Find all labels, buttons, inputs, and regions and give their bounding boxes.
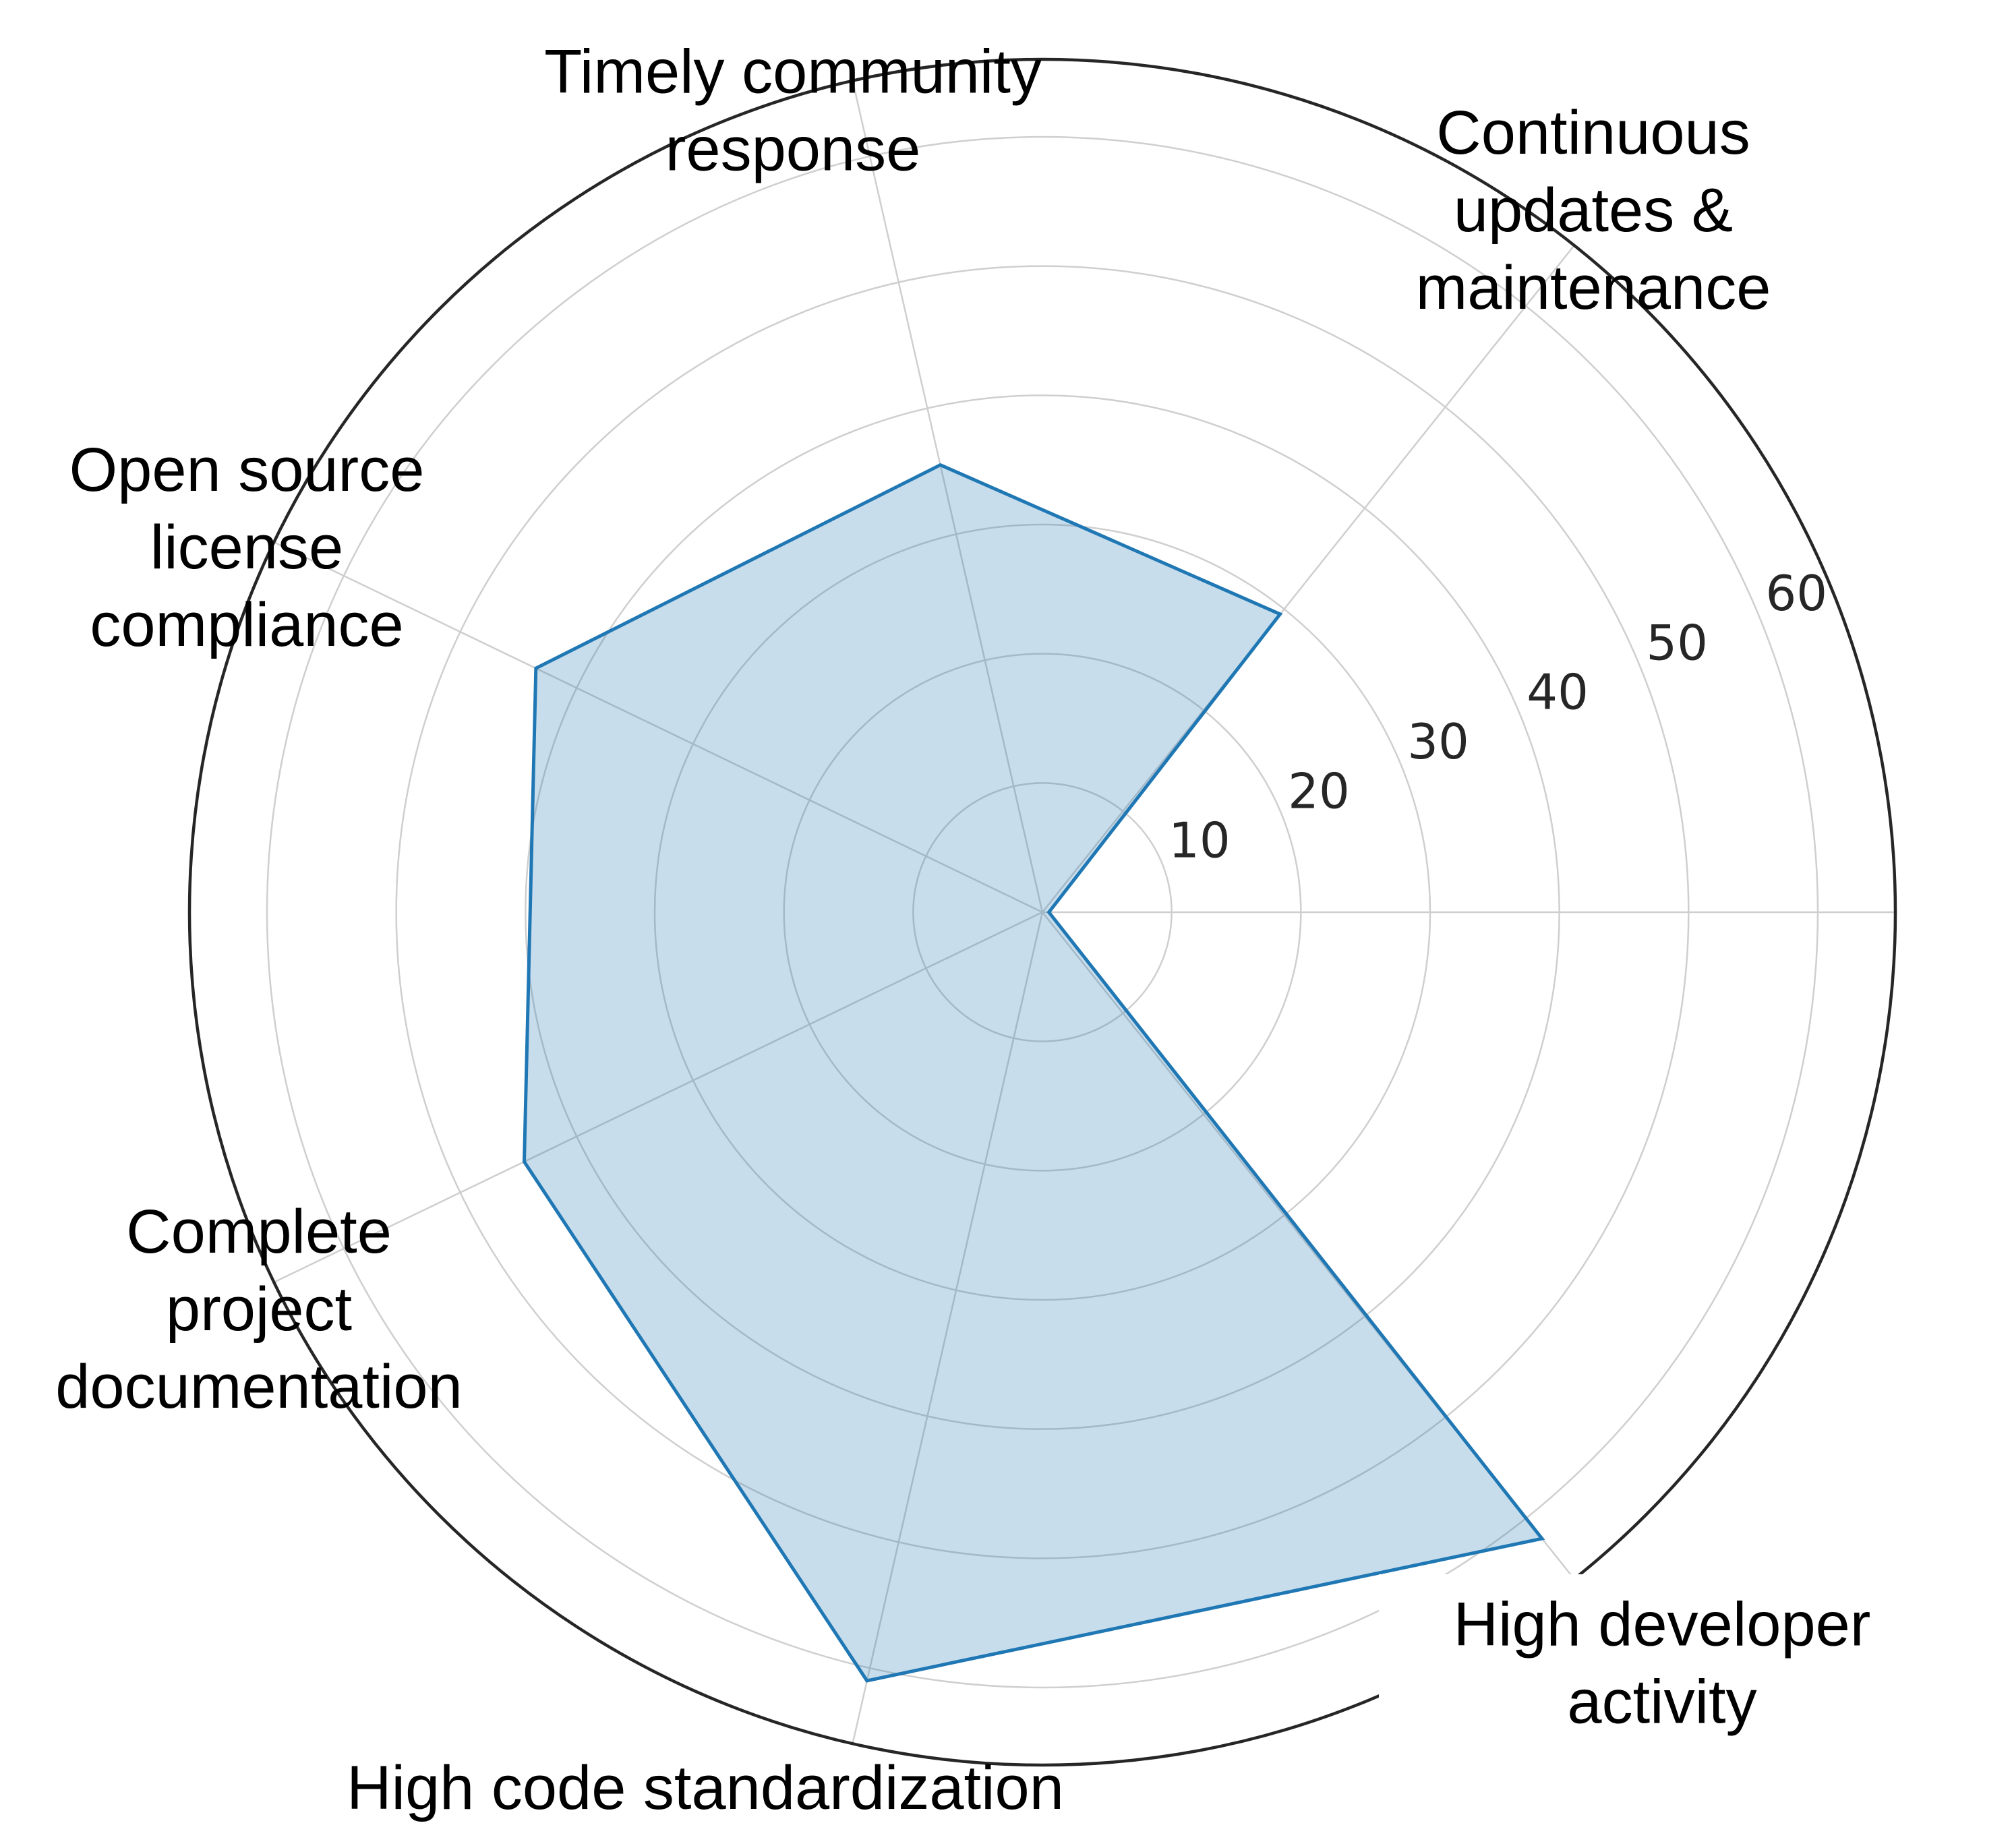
- radial-tick-label: 10: [1168, 812, 1231, 869]
- category-label-line: Timely community: [544, 38, 1042, 107]
- category-label: Timely community response: [544, 38, 1042, 184]
- category-label: Complete project documentation: [55, 1197, 463, 1421]
- category-label-line: maintenance: [1416, 254, 1771, 322]
- category-label: High code standardization: [347, 1754, 1064, 1822]
- category-label-line: Continuous: [1436, 98, 1750, 167]
- series-area: [525, 465, 1542, 1681]
- category-label-line: response: [665, 115, 920, 184]
- category-label-line: license: [150, 513, 343, 582]
- radial-tick-label: 50: [1646, 614, 1708, 671]
- category-label-line: High code standardization: [347, 1754, 1064, 1822]
- category-label-line: compliance: [90, 591, 403, 659]
- radial-tick-label: 20: [1288, 763, 1350, 819]
- category-label-line: Open source: [69, 436, 425, 504]
- category-label-line: project: [166, 1275, 352, 1344]
- category-label-line: High developer: [1454, 1590, 1871, 1659]
- series-layer: [525, 465, 1542, 1681]
- radial-tick-label: 30: [1407, 713, 1469, 770]
- category-label: Continuous updates & maintenance: [1416, 98, 1771, 322]
- category-label: Open source license compliance: [69, 436, 425, 659]
- category-label: High developer activity: [1379, 1574, 1945, 1770]
- category-label-line: Complete: [126, 1197, 392, 1266]
- radial-tick-label: 40: [1527, 664, 1589, 721]
- radial-tick-label: 60: [1765, 565, 1827, 622]
- category-label-line: documentation: [55, 1352, 463, 1421]
- category-label-line: updates &: [1454, 176, 1733, 245]
- category-label-line: activity: [1567, 1668, 1756, 1737]
